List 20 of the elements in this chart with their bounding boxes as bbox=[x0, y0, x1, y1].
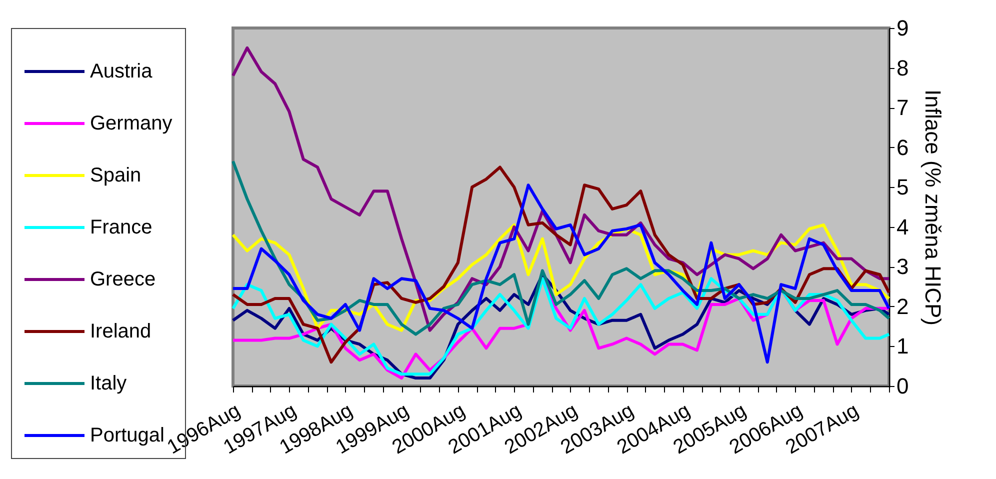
y-tick-label: 8 bbox=[896, 55, 909, 80]
y-tick-label: 5 bbox=[896, 174, 909, 200]
y-tick-label: 1 bbox=[896, 334, 909, 359]
y-tick-label: 2 bbox=[896, 294, 909, 319]
y-tick-label: 4 bbox=[896, 214, 909, 240]
legend-label: Portugal bbox=[90, 424, 164, 446]
line-series bbox=[232, 160, 890, 336]
y-axis-title: Inflace (% změna HICP) bbox=[920, 90, 946, 326]
y-tick-label: 9 bbox=[896, 16, 909, 40]
legend-label: France bbox=[90, 216, 152, 238]
y-tick-label: 7 bbox=[896, 95, 909, 120]
legend-label: Spain bbox=[90, 164, 142, 186]
legend-label: Austria bbox=[90, 60, 154, 82]
y-tick-label: 6 bbox=[896, 134, 909, 160]
legend-label: Italy bbox=[90, 372, 127, 394]
y-tick-label: 0 bbox=[896, 374, 909, 398]
legend-label: Germany bbox=[90, 112, 172, 134]
y-tick-label: 3 bbox=[896, 254, 909, 280]
legend-label: Ireland bbox=[90, 320, 152, 342]
legend-label: Greece bbox=[90, 268, 156, 290]
